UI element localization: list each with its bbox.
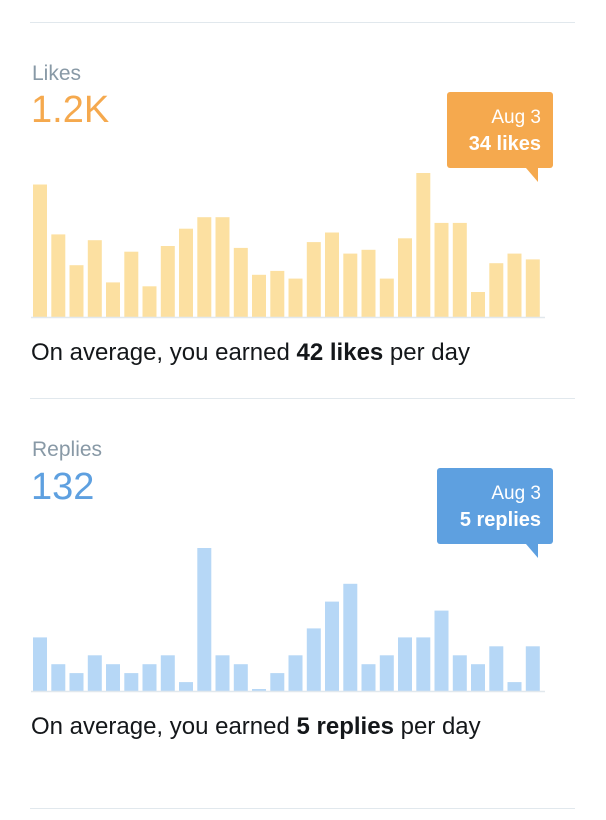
likes-bar[interactable] [507,253,522,317]
replies-bar[interactable] [489,646,504,691]
likes-average-text: On average, you earned 42 likes per day [31,334,576,371]
likes-bar[interactable] [306,242,321,317]
replies-tooltip-value: 5 replies [459,509,541,531]
bottom-divider [30,808,575,809]
replies-bar[interactable] [124,673,139,691]
replies-average-suffix: per day [393,713,481,740]
replies-chart [31,548,545,693]
likes-bar[interactable] [51,234,66,317]
replies-average-value: 5 replies [296,713,394,740]
likes-bar[interactable] [87,240,102,317]
likes-bar[interactable] [343,253,358,317]
replies-bar[interactable] [471,664,485,691]
replies-bar[interactable] [343,583,358,692]
likes-tooltip-value: 34 likes [468,133,541,155]
replies-bar[interactable] [252,689,266,691]
replies-bar[interactable] [215,655,230,692]
likes-bar[interactable] [179,228,193,317]
likes-bar[interactable] [471,292,485,317]
replies-bar[interactable] [434,610,449,691]
likes-chart [31,173,545,319]
likes-label: Likes [32,62,82,85]
replies-bar[interactable] [87,655,102,692]
replies-bar[interactable] [270,673,285,691]
replies-average-prefix: On average, you earned [31,713,297,740]
replies-tooltip-arrow [526,544,538,558]
replies-bar[interactable] [361,664,376,691]
likes-bar[interactable] [252,274,266,317]
middle-divider [30,398,575,399]
likes-bar[interactable] [398,238,412,317]
replies-bar[interactable] [452,655,467,692]
replies-bar[interactable] [51,664,66,691]
replies-tooltip-date: Aug 3 [491,483,541,504]
replies-tooltip: Aug 3 5 replies [437,468,553,558]
likes-average-prefix: On average, you earned [31,339,297,366]
likes-bar[interactable] [416,173,431,317]
replies-bar[interactable] [233,664,248,691]
likes-tooltip-arrow [526,168,538,182]
replies-bar[interactable] [325,601,339,691]
likes-bar[interactable] [489,263,504,317]
replies-bar[interactable] [416,637,431,691]
likes-bar[interactable] [124,251,139,317]
replies-bar[interactable] [398,637,412,691]
replies-average-text: On average, you earned 5 replies per day [31,708,531,745]
replies-bar[interactable] [33,637,47,691]
likes-bar[interactable] [233,247,248,317]
likes-tooltip-date: Aug 3 [491,107,541,128]
replies-bar[interactable] [179,682,193,691]
likes-bar[interactable] [434,222,449,317]
likes-bar[interactable] [197,217,212,317]
likes-bar[interactable] [106,282,120,317]
likes-bar[interactable] [361,249,376,317]
likes-bar[interactable] [142,286,157,317]
replies-bar[interactable] [106,664,120,691]
likes-panel: Likes 1.2K Aug 3 34 likes On average, yo… [0,0,606,398]
replies-bar[interactable] [507,682,522,691]
likes-total: 1.2K [31,89,110,131]
likes-average-suffix: per day [383,339,470,366]
likes-bar[interactable] [69,265,84,317]
likes-bar[interactable] [215,217,230,317]
top-divider [30,22,575,23]
likes-bar[interactable] [525,259,540,317]
likes-bar[interactable] [33,184,47,318]
likes-bar[interactable] [325,232,339,318]
replies-bar[interactable] [197,548,212,691]
replies-label: Replies [32,438,103,461]
replies-bar[interactable] [288,655,303,692]
likes-bar[interactable] [288,278,303,317]
replies-bar[interactable] [379,655,394,692]
replies-total: 132 [31,466,95,508]
likes-bar[interactable] [452,222,467,317]
replies-bar[interactable] [160,655,175,692]
replies-bar[interactable] [69,673,84,691]
likes-average-value: 42 likes [296,339,384,366]
replies-bar[interactable] [525,646,540,691]
likes-tooltip: Aug 3 34 likes [447,92,553,182]
replies-bar[interactable] [306,628,321,691]
likes-bar[interactable] [160,246,175,317]
likes-bar[interactable] [379,278,394,317]
likes-bar[interactable] [270,270,285,317]
replies-bar[interactable] [142,664,157,691]
